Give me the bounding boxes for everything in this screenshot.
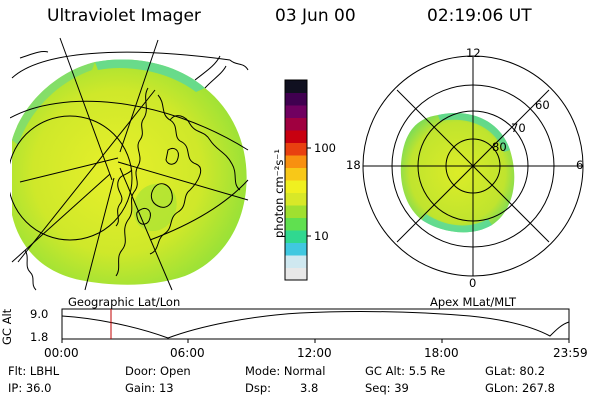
filter-info: Flt: LBHL: [8, 364, 60, 378]
colorbar-bands: [285, 80, 307, 281]
green-patch: [133, 183, 177, 232]
polar-plot: [362, 55, 584, 277]
colorbar-band: [285, 192, 307, 206]
colorbar-band: [285, 180, 307, 193]
altitude-plot: [61, 308, 570, 343]
colorbar-band: [285, 267, 307, 281]
mlat-label-60: 60: [535, 98, 550, 112]
altitude-ymax: 9.0: [30, 307, 49, 321]
image-time: 02:19:06 UT: [427, 6, 532, 26]
altitude-plot-frame: [61, 308, 570, 340]
polar-grid: [362, 55, 584, 277]
colorbar-band: [285, 105, 307, 118]
altitude-ylabel: GC Alt: [0, 308, 14, 345]
colorbar-band: [285, 155, 307, 168]
door-info: Door: Open: [125, 364, 191, 378]
instrument-title: Ultraviolet Imager: [47, 6, 201, 26]
altitude-curve: [61, 311, 570, 339]
coastlines: [19, 51, 249, 291]
cyan-edge-top: [95, 59, 205, 92]
colorbar-band: [285, 92, 307, 106]
gc-alt-info: GC Alt: 5.5 Re: [365, 364, 446, 378]
ip-info: IP: 36.0: [8, 381, 52, 395]
colorbar-band: [285, 230, 307, 243]
altitude-ymin: 1.8: [30, 330, 49, 344]
colorbar-band: [285, 142, 307, 156]
colorbar-band: [285, 117, 307, 131]
xtick-0600: 06:00: [170, 346, 205, 360]
colorbar-label-100: 100: [314, 141, 336, 155]
geographic-grid: [10, 37, 249, 291]
dsp-value: 3.8: [300, 381, 319, 395]
geographic-image: [10, 37, 249, 291]
mlt-label-0: 0: [469, 276, 477, 290]
colorbar-band: [285, 80, 307, 93]
mlt-label-6: 6: [576, 158, 584, 172]
mode-info: Mode: Normal: [245, 364, 326, 378]
dsp-label: Dsp:: [245, 381, 272, 395]
xtick-1800: 18:00: [424, 346, 459, 360]
color-scale-bar: [284, 79, 311, 281]
colorbar-band: [285, 217, 307, 231]
oval-edge-lower: [422, 214, 492, 233]
glat-info: GLat: 80.2: [485, 364, 546, 378]
mlat-label-70: 70: [511, 121, 526, 135]
xtick-0000: 00:00: [44, 346, 79, 360]
xtick-1200: 12:00: [297, 346, 332, 360]
mlt-label-12: 12: [466, 46, 481, 60]
colorbar-band: [285, 130, 307, 143]
colorbar-band: [285, 205, 307, 218]
colorbar-band: [285, 255, 307, 268]
colorbar-band: [285, 167, 307, 181]
mlt-label-18: 18: [346, 158, 361, 172]
altitude-xticks: [61, 339, 570, 343]
colorbar-band: [285, 242, 307, 256]
cyan-edge-left: [12, 62, 95, 145]
gain-info: Gain: 13: [125, 381, 174, 395]
image-date: 03 Jun 00: [275, 6, 356, 26]
seq-info: Seq: 39: [365, 381, 409, 395]
mlat-label-80: 80: [492, 140, 507, 154]
auroral-oval-emission: [400, 113, 515, 233]
xtick-2359: 23:59: [553, 346, 588, 360]
glon-info: GLon: 267.8: [485, 381, 555, 395]
colorbar-unit-label: photon cm⁻²s⁻¹: [272, 149, 286, 238]
colorbar-label-10: 10: [314, 229, 329, 243]
oval-edge-upper: [438, 113, 510, 152]
left-panel-caption: Geographic Lat/Lon: [68, 295, 181, 309]
right-panel-caption: Apex MLat/MLT: [430, 295, 517, 309]
